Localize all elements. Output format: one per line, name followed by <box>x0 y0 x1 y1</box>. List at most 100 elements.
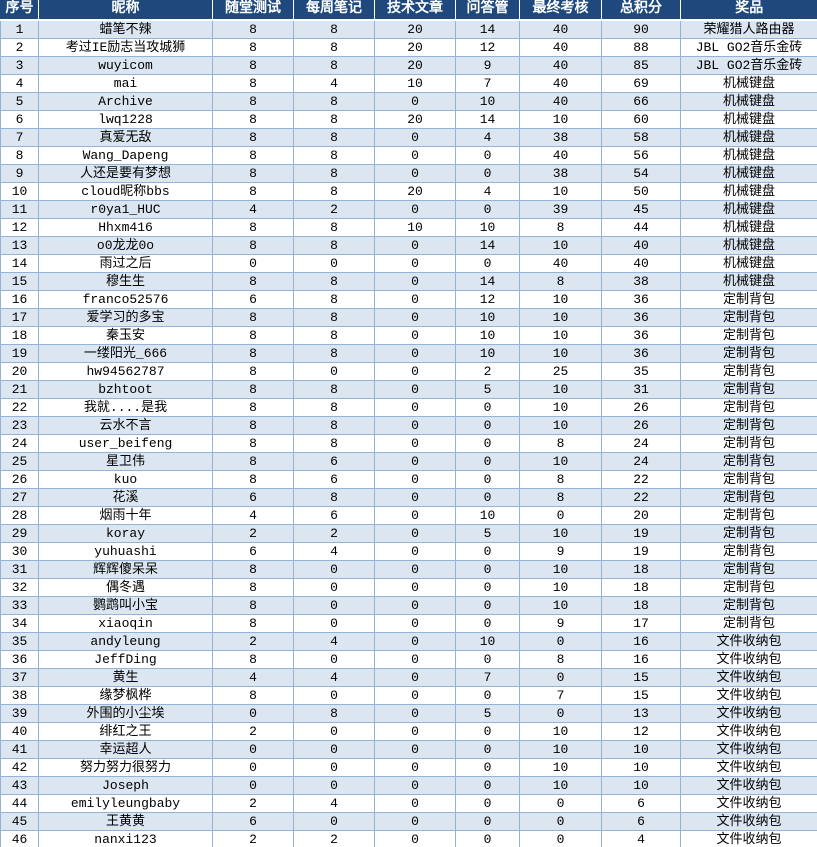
cell-tech-article: 0 <box>374 704 456 723</box>
cell-tech-article: 0 <box>374 164 456 183</box>
cell-rank: 31 <box>0 560 39 579</box>
cell-rank: 26 <box>0 470 39 489</box>
cell-tech-article: 0 <box>374 488 456 507</box>
cell-final-exam: 8 <box>519 488 602 507</box>
cell-tech-article: 0 <box>374 650 456 669</box>
cell-weekly-notes: 0 <box>293 578 375 597</box>
cell-total-score: 38 <box>601 272 681 291</box>
cell-total-score: 22 <box>601 470 681 489</box>
cell-quiz: 2 <box>212 524 294 543</box>
cell-weekly-notes: 4 <box>293 668 375 687</box>
cell-prize: 定制背包 <box>680 416 817 435</box>
cell-rank: 9 <box>0 164 39 183</box>
cell-final-exam: 38 <box>519 128 602 147</box>
cell-total-score: 90 <box>601 19 681 39</box>
cell-total-score: 40 <box>601 236 681 255</box>
cell-weekly-notes: 8 <box>293 56 375 75</box>
table-row: 15 穆生生 8 8 0 14 8 38 机械键盘 <box>0 272 817 291</box>
cell-quiz: 6 <box>212 542 294 561</box>
cell-nickname: 花溪 <box>38 488 213 507</box>
cell-nickname: 偶冬遇 <box>38 578 213 597</box>
cell-final-exam: 0 <box>519 794 602 813</box>
cell-tech-article: 0 <box>374 308 456 327</box>
cell-prize: 定制背包 <box>680 470 817 489</box>
cell-rank: 24 <box>0 434 39 453</box>
cell-total-score: 36 <box>601 290 681 309</box>
cell-prize: 定制背包 <box>680 614 817 633</box>
cell-qa: 0 <box>455 470 520 489</box>
cell-weekly-notes: 8 <box>293 434 375 453</box>
table-row: 18 秦玉安 8 8 0 10 10 36 定制背包 <box>0 326 817 345</box>
cell-weekly-notes: 8 <box>293 326 375 345</box>
cell-quiz: 4 <box>212 668 294 687</box>
cell-nickname: 考过IE励志当攻城狮 <box>38 38 213 57</box>
cell-nickname: 真爱无敌 <box>38 128 213 147</box>
cell-total-score: 6 <box>601 794 681 813</box>
cell-tech-article: 0 <box>374 614 456 633</box>
cell-prize: 文件收纳包 <box>680 686 817 705</box>
column-header-nickname: 昵称 <box>38 0 213 21</box>
cell-qa: 0 <box>455 794 520 813</box>
table-header: 序号 昵称 随堂测试 每周笔记 技术文章 问答管 最终考核 总积分 奖品 <box>0 0 817 21</box>
cell-prize: 机械键盘 <box>680 128 817 147</box>
cell-nickname: 辉辉傻呆呆 <box>38 560 213 579</box>
cell-weekly-notes: 4 <box>293 794 375 813</box>
cell-prize: 机械键盘 <box>680 110 817 129</box>
table-row: 31 辉辉傻呆呆 8 0 0 0 10 18 定制背包 <box>0 560 817 579</box>
cell-nickname: bzhtoot <box>38 380 213 399</box>
table-row: 43 Joseph 0 0 0 0 10 10 文件收纳包 <box>0 776 817 795</box>
cell-tech-article: 0 <box>374 416 456 435</box>
cell-quiz: 0 <box>212 758 294 777</box>
cell-weekly-notes: 8 <box>293 182 375 201</box>
table-row: 3 wuyicom 8 8 20 9 40 85 JBL GO2音乐金砖 <box>0 56 817 75</box>
cell-final-exam: 10 <box>519 578 602 597</box>
cell-qa: 0 <box>455 146 520 165</box>
cell-tech-article: 0 <box>374 92 456 111</box>
cell-quiz: 2 <box>212 722 294 741</box>
cell-qa: 0 <box>455 488 520 507</box>
cell-final-exam: 25 <box>519 362 602 381</box>
cell-rank: 34 <box>0 614 39 633</box>
cell-weekly-notes: 0 <box>293 254 375 273</box>
cell-final-exam: 10 <box>519 110 602 129</box>
cell-tech-article: 0 <box>374 506 456 525</box>
cell-weekly-notes: 0 <box>293 362 375 381</box>
cell-final-exam: 10 <box>519 776 602 795</box>
cell-qa: 0 <box>455 740 520 759</box>
cell-rank: 15 <box>0 272 39 291</box>
cell-total-score: 85 <box>601 56 681 75</box>
cell-nickname: 努力努力很努力 <box>38 758 213 777</box>
cell-final-exam: 9 <box>519 614 602 633</box>
table-row: 39 外围的小尘埃 0 8 0 5 0 13 文件收纳包 <box>0 704 817 723</box>
cell-rank: 21 <box>0 380 39 399</box>
cell-total-score: 13 <box>601 704 681 723</box>
cell-nickname: 烟雨十年 <box>38 506 213 525</box>
cell-quiz: 4 <box>212 200 294 219</box>
cell-final-exam: 40 <box>519 74 602 93</box>
cell-quiz: 8 <box>212 56 294 75</box>
cell-total-score: 54 <box>601 164 681 183</box>
cell-final-exam: 0 <box>519 812 602 831</box>
cell-total-score: 4 <box>601 830 681 847</box>
cell-rank: 32 <box>0 578 39 597</box>
cell-qa: 14 <box>455 110 520 129</box>
cell-tech-article: 0 <box>374 452 456 471</box>
cell-rank: 6 <box>0 110 39 129</box>
table-row: 29 koray 2 2 0 5 10 19 定制背包 <box>0 524 817 543</box>
cell-prize: 定制背包 <box>680 452 817 471</box>
cell-qa: 10 <box>455 308 520 327</box>
table-row: 42 努力努力很努力 0 0 0 0 10 10 文件收纳包 <box>0 758 817 777</box>
cell-nickname: wuyicom <box>38 56 213 75</box>
cell-quiz: 2 <box>212 830 294 847</box>
cell-weekly-notes: 8 <box>293 164 375 183</box>
table-row: 36 JeffDing 8 0 0 0 8 16 文件收纳包 <box>0 650 817 669</box>
cell-tech-article: 0 <box>374 200 456 219</box>
cell-final-exam: 10 <box>519 416 602 435</box>
cell-total-score: 88 <box>601 38 681 57</box>
cell-tech-article: 0 <box>374 254 456 273</box>
cell-prize: 定制背包 <box>680 434 817 453</box>
cell-quiz: 8 <box>212 650 294 669</box>
table-row: 17 爱学习的多宝 8 8 0 10 10 36 定制背包 <box>0 308 817 327</box>
cell-final-exam: 40 <box>519 19 602 39</box>
